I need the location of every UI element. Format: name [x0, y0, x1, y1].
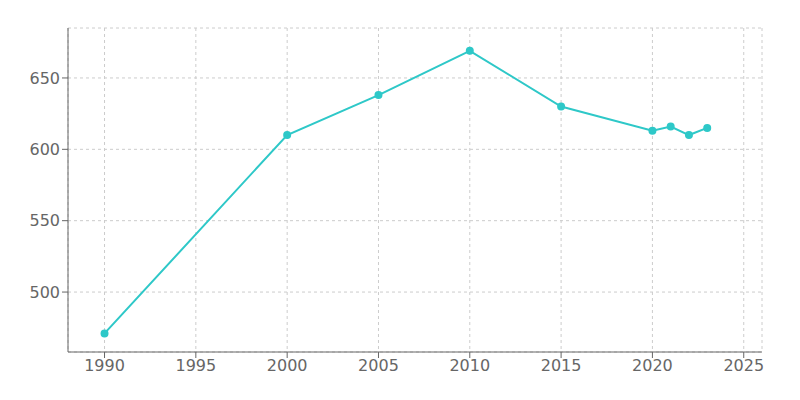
- svg-text:2025: 2025: [723, 356, 764, 375]
- svg-text:600: 600: [29, 140, 60, 159]
- svg-text:2005: 2005: [358, 356, 399, 375]
- svg-text:500: 500: [29, 283, 60, 302]
- svg-text:2000: 2000: [267, 356, 308, 375]
- svg-text:2020: 2020: [632, 356, 673, 375]
- svg-text:650: 650: [29, 69, 60, 88]
- svg-text:1995: 1995: [175, 356, 216, 375]
- svg-text:2015: 2015: [541, 356, 582, 375]
- svg-text:2010: 2010: [449, 356, 490, 375]
- svg-text:550: 550: [29, 211, 60, 230]
- svg-text:1990: 1990: [84, 356, 125, 375]
